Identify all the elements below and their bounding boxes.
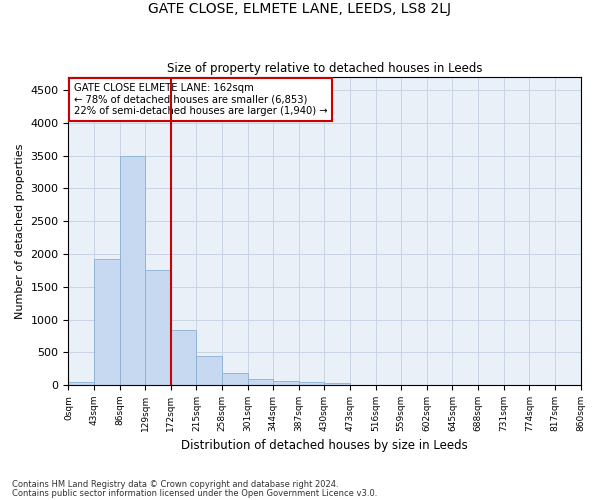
Text: Contains HM Land Registry data © Crown copyright and database right 2024.: Contains HM Land Registry data © Crown c… bbox=[12, 480, 338, 489]
X-axis label: Distribution of detached houses by size in Leeds: Distribution of detached houses by size … bbox=[181, 440, 468, 452]
Text: GATE CLOSE, ELMETE LANE, LEEDS, LS8 2LJ: GATE CLOSE, ELMETE LANE, LEEDS, LS8 2LJ bbox=[149, 2, 452, 16]
Bar bbox=[273, 381, 299, 385]
Bar bbox=[119, 156, 145, 385]
Bar bbox=[196, 356, 222, 385]
Bar bbox=[325, 383, 350, 385]
Bar bbox=[145, 270, 171, 385]
Bar bbox=[299, 382, 325, 385]
Bar bbox=[222, 373, 248, 385]
Text: GATE CLOSE ELMETE LANE: 162sqm
← 78% of detached houses are smaller (6,853)
22% : GATE CLOSE ELMETE LANE: 162sqm ← 78% of … bbox=[74, 83, 327, 116]
Y-axis label: Number of detached properties: Number of detached properties bbox=[15, 144, 25, 319]
Bar bbox=[94, 258, 119, 385]
Title: Size of property relative to detached houses in Leeds: Size of property relative to detached ho… bbox=[167, 62, 482, 74]
Text: Contains public sector information licensed under the Open Government Licence v3: Contains public sector information licen… bbox=[12, 488, 377, 498]
Bar bbox=[68, 382, 94, 385]
Bar bbox=[171, 330, 196, 385]
Bar bbox=[248, 378, 273, 385]
